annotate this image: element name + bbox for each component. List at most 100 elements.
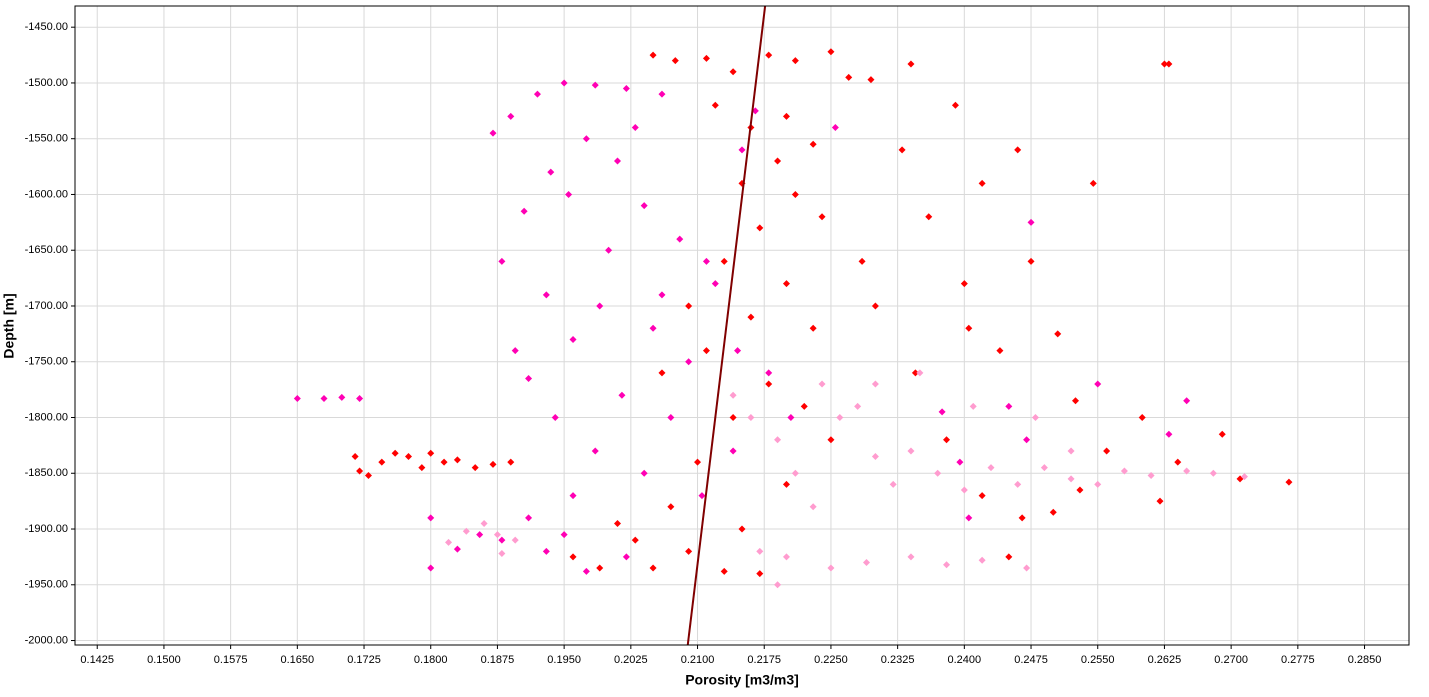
y-tick-label: -1950.00: [25, 579, 68, 591]
point: [453, 545, 461, 553]
point: [525, 514, 533, 522]
point: [698, 492, 706, 500]
point: [293, 395, 301, 403]
point: [685, 358, 693, 366]
point: [791, 57, 799, 65]
point: [858, 257, 866, 265]
point: [1040, 464, 1048, 472]
point: [658, 291, 666, 299]
point: [756, 570, 764, 578]
point: [831, 124, 839, 132]
point: [756, 547, 764, 555]
point: [520, 207, 528, 215]
x-tick-label: 0.2100: [681, 654, 715, 666]
point: [596, 564, 604, 572]
x-tick-label: 0.2025: [614, 654, 648, 666]
y-tick-label: -1600.00: [25, 188, 68, 200]
grid: [75, 6, 1409, 645]
point: [622, 553, 630, 561]
point: [1094, 380, 1102, 388]
point: [871, 453, 879, 461]
point: [702, 257, 710, 265]
point: [569, 553, 577, 561]
point: [774, 581, 782, 589]
point: [640, 202, 648, 210]
x-tick-label: 0.1875: [481, 654, 515, 666]
point: [1054, 330, 1062, 338]
point: [1067, 475, 1075, 483]
point: [582, 567, 590, 575]
point: [765, 51, 773, 59]
point: [507, 112, 515, 120]
point: [1160, 60, 1168, 68]
x-axis-title: Porosity [m3/m3]: [685, 672, 799, 688]
point: [1023, 564, 1031, 572]
point: [565, 190, 573, 198]
point: [427, 449, 435, 457]
point: [987, 464, 995, 472]
point: [640, 469, 648, 477]
point: [471, 464, 479, 472]
point: [498, 257, 506, 265]
point: [1120, 467, 1128, 475]
point: [827, 48, 835, 56]
point: [445, 538, 453, 546]
point: [542, 547, 550, 555]
point: [978, 556, 986, 564]
point: [836, 414, 844, 422]
x-tick-label: 0.2400: [948, 654, 982, 666]
point: [729, 414, 737, 422]
point: [943, 436, 951, 444]
point: [956, 458, 964, 466]
point: [671, 57, 679, 65]
point: [440, 458, 448, 466]
point: [1014, 480, 1022, 488]
point: [960, 486, 968, 494]
point: [702, 347, 710, 355]
point: [747, 414, 755, 422]
point: [729, 391, 737, 399]
y-tick-label: -2000.00: [25, 634, 68, 646]
point: [1165, 60, 1173, 68]
point: [338, 393, 346, 401]
point: [1005, 553, 1013, 561]
point: [560, 531, 568, 539]
point: [649, 324, 657, 332]
point: [685, 547, 693, 555]
point: [800, 402, 808, 410]
point: [489, 460, 497, 468]
x-tick-label: 0.2700: [1214, 654, 1248, 666]
point: [889, 480, 897, 488]
trend-line: [686, 5, 767, 646]
point: [845, 73, 853, 81]
point: [391, 449, 399, 457]
point: [782, 280, 790, 288]
x-tick-label: 0.1650: [281, 654, 315, 666]
point: [1089, 179, 1097, 187]
point: [591, 447, 599, 455]
y-tick-label: -1700.00: [25, 300, 68, 312]
point: [978, 492, 986, 500]
point: [427, 514, 435, 522]
point: [631, 536, 639, 544]
point: [711, 280, 719, 288]
point: [569, 492, 577, 500]
point: [560, 79, 568, 87]
point: [542, 291, 550, 299]
point: [405, 453, 412, 461]
point: [934, 469, 942, 477]
point: [1023, 436, 1031, 444]
point: [729, 447, 737, 455]
y-tick-label: -1800.00: [25, 411, 68, 423]
point: [489, 129, 497, 137]
x-tick-label: 0.2625: [1148, 654, 1182, 666]
point: [787, 414, 795, 422]
point: [916, 369, 924, 377]
point: [734, 347, 742, 355]
y-tick-label: -1900.00: [25, 523, 68, 535]
point: [1174, 458, 1182, 466]
point: [747, 313, 755, 321]
point: [453, 456, 461, 464]
point: [969, 402, 977, 410]
point: [498, 550, 506, 558]
